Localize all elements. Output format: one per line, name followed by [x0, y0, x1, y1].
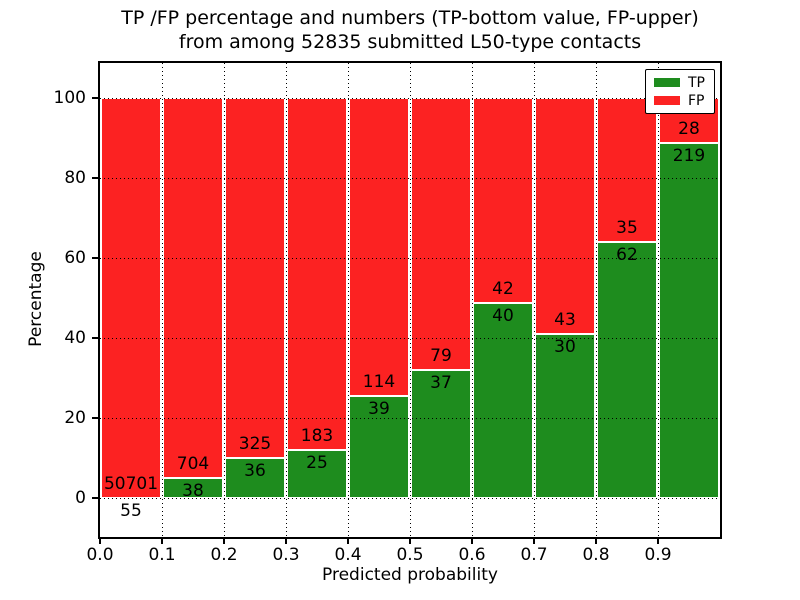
fp-count-label: 704 [176, 453, 210, 474]
fp-count-label: 50701 [103, 473, 159, 494]
fp-count-label: 35 [616, 218, 638, 239]
y-axis-tick [92, 257, 98, 259]
bar-fp-segment [287, 98, 347, 450]
tp-count-label: 38 [182, 480, 204, 501]
fp-count-label: 42 [492, 278, 514, 299]
chart-title-line1: TP /FP percentage and numbers (TP-bottom… [121, 7, 699, 29]
tp-count-label: 55 [120, 500, 142, 521]
bar-fp-segment [535, 98, 595, 334]
x-axis-tick [347, 539, 349, 544]
x-axis-tick [285, 539, 287, 544]
bar-tp-segment [287, 449, 347, 498]
bar-fp-segment [411, 98, 471, 371]
y-axis-tick [92, 417, 98, 419]
bar-tp-segment [473, 302, 533, 498]
x-axis-tick-label: 0.0 [86, 545, 114, 565]
gridline-vertical [223, 63, 225, 537]
y-axis-tick-label: 0 [75, 488, 86, 508]
gridline-vertical [409, 63, 411, 537]
legend-label: TP [688, 74, 705, 91]
bar-fp-segment [473, 98, 533, 303]
bar-tp-segment [349, 396, 409, 498]
legend-swatch-tp [654, 78, 680, 87]
x-axis-tick-label: 0.6 [458, 545, 486, 565]
tp-count-label: 219 [672, 146, 706, 167]
bar-tp-segment [535, 333, 595, 498]
fp-count-label: 79 [430, 346, 452, 367]
gridline-vertical [595, 63, 597, 537]
x-axis-tick-label: 0.4 [334, 545, 362, 565]
fp-count-label: 183 [300, 425, 334, 446]
fp-count-label: 43 [554, 309, 576, 330]
x-axis-tick [99, 539, 101, 544]
x-axis-tick-label: 0.9 [644, 545, 672, 565]
bar-fp-segment [163, 98, 223, 478]
plot-area: 50701 55 704 38 325 36 183 25 114 39 79 37 42 40 43 30 3… [98, 61, 722, 539]
legend-label: FP [688, 92, 705, 109]
gridline-vertical [471, 63, 473, 537]
x-axis-tick [657, 539, 659, 544]
bar-tp-segment [225, 458, 285, 498]
y-axis-tick-label: 20 [64, 408, 86, 428]
bar-tp-segment [411, 370, 471, 498]
gridline-vertical [285, 63, 287, 537]
x-axis-tick-label: 0.7 [520, 545, 548, 565]
x-axis-label: Predicted probability [322, 565, 498, 585]
tp-count-label: 37 [430, 373, 452, 394]
gridline-vertical [161, 63, 163, 537]
x-axis-tick [161, 539, 163, 544]
gridline-vertical [533, 63, 535, 537]
chart-title-line2: from among 52835 submitted L50-type cont… [178, 31, 642, 53]
y-axis-tick [92, 497, 98, 499]
bar-fp-segment [349, 98, 409, 397]
tp-count-label: 36 [244, 461, 266, 482]
x-axis-tick [595, 539, 597, 544]
tp-count-label: 30 [554, 336, 576, 357]
x-axis-tick [409, 539, 411, 544]
y-axis-tick-label: 80 [64, 168, 86, 188]
chart-title: TP /FP percentage and numbers (TP-bottom… [100, 6, 720, 54]
gridline-vertical [347, 63, 349, 537]
tp-count-label: 25 [306, 452, 328, 473]
legend-row: FP [654, 94, 714, 108]
tp-count-label: 39 [368, 399, 390, 420]
x-axis-tick [533, 539, 535, 544]
fp-count-label: 114 [362, 372, 396, 393]
fp-count-label: 325 [238, 434, 272, 455]
y-axis-tick-label: 100 [53, 88, 86, 108]
x-axis-tick-label: 0.8 [582, 545, 610, 565]
x-axis-tick-label: 0.2 [210, 545, 238, 565]
x-axis-tick [223, 539, 225, 544]
y-axis-tick [92, 97, 98, 99]
bar-tp-segment [163, 477, 223, 498]
legend-swatch-fp [654, 96, 680, 105]
legend-row: TP [654, 76, 714, 90]
y-axis-tick-label: 60 [64, 248, 86, 268]
y-axis-tick [92, 337, 98, 339]
gridline-vertical [657, 63, 659, 537]
bar-tp-segment [659, 143, 719, 498]
legend: TP FP [645, 69, 715, 114]
bar-fp-segment [597, 98, 657, 243]
x-axis-tick-label: 0.3 [272, 545, 300, 565]
y-axis-tick [92, 177, 98, 179]
x-axis-tick [471, 539, 473, 544]
x-axis-tick-label: 0.5 [396, 545, 424, 565]
fp-count-label: 28 [678, 119, 700, 140]
tp-count-label: 62 [616, 245, 638, 266]
x-axis-tick-label: 0.1 [148, 545, 176, 565]
y-axis-tick-label: 40 [64, 328, 86, 348]
bar-tp-segment [597, 242, 657, 498]
bar-fp-segment [225, 98, 285, 459]
tp-count-label: 40 [492, 305, 514, 326]
bar-fp-segment [101, 98, 161, 498]
